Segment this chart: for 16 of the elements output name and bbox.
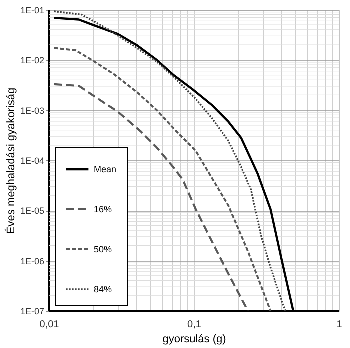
legend-label: 50% bbox=[94, 244, 112, 254]
x-tick-label: 0,1 bbox=[188, 320, 202, 330]
x-tick-label: 0,01 bbox=[40, 320, 60, 330]
y-tick-label: 1E-06 bbox=[20, 256, 44, 266]
legend-label: Mean bbox=[94, 164, 117, 174]
y-tick-label: 1E-02 bbox=[20, 56, 44, 66]
y-tick-label: 1E-05 bbox=[20, 206, 44, 216]
x-axis-title: gyorsulás (g) bbox=[162, 334, 226, 346]
y-tick-label: 1E-03 bbox=[20, 106, 44, 116]
y-axis-title: Éves meghaladási gyakoriság bbox=[4, 88, 18, 234]
x-tick-label: 1 bbox=[336, 320, 343, 330]
y-tick-label: 1E-04 bbox=[20, 156, 44, 166]
legend-label: 84% bbox=[94, 284, 112, 294]
legend-label: 16% bbox=[94, 204, 112, 214]
y-tick-label: 1E-01 bbox=[20, 6, 44, 16]
y-tick-label: 1E-07 bbox=[20, 306, 44, 316]
